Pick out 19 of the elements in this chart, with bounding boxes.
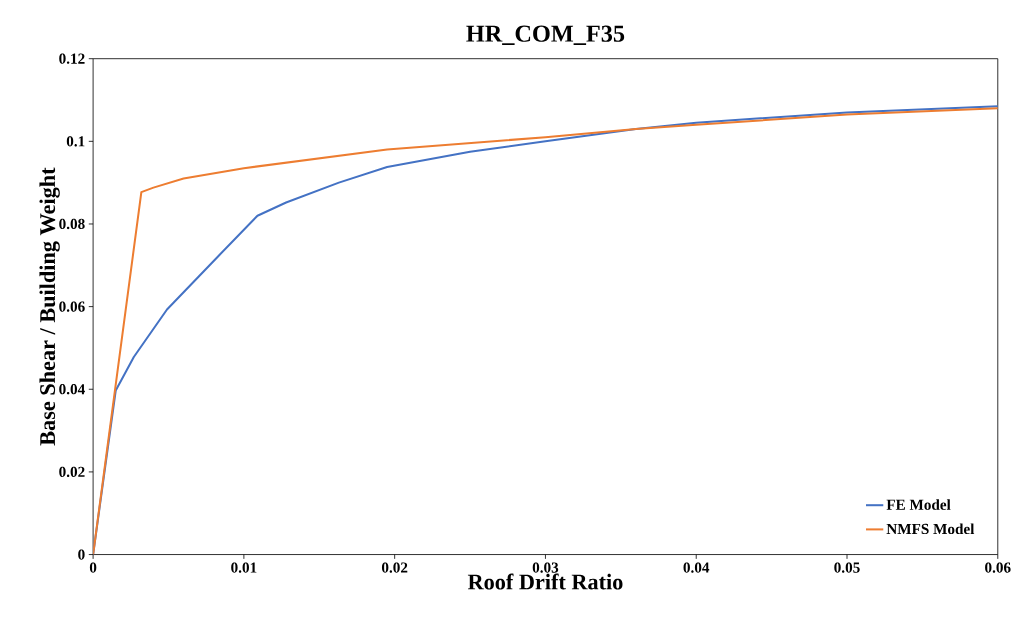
x-tick-label: 0.03	[532, 562, 559, 573]
legend-label: FE Model	[886, 499, 951, 511]
y-tick-label: 0.12	[59, 53, 85, 65]
y-axis-title: Base Shear / Building Weight	[39, 167, 60, 446]
x-tick-label: 0.02	[381, 562, 408, 573]
chart-title: HR_COM_F35	[466, 25, 625, 46]
x-tick-label: 0.01	[231, 562, 257, 573]
y-tick-label: 0.06	[59, 301, 85, 312]
x-tick-label: 0.04	[683, 562, 710, 573]
y-tick-label: 0	[78, 549, 85, 560]
y-tick-label: 0.04	[59, 384, 85, 395]
x-tick-label: 0.05	[834, 562, 860, 573]
x-axis-title: Roof Drift Ratio	[467, 573, 623, 590]
y-tick-label: 0.02	[59, 466, 85, 478]
y-tick-label: 0.1	[66, 136, 85, 147]
x-tick-label: 0	[89, 562, 97, 573]
x-tick-label: 0.06	[985, 562, 1011, 573]
y-tick-label: 0.08	[59, 219, 85, 230]
legend-label: NMFS Model	[886, 523, 975, 535]
